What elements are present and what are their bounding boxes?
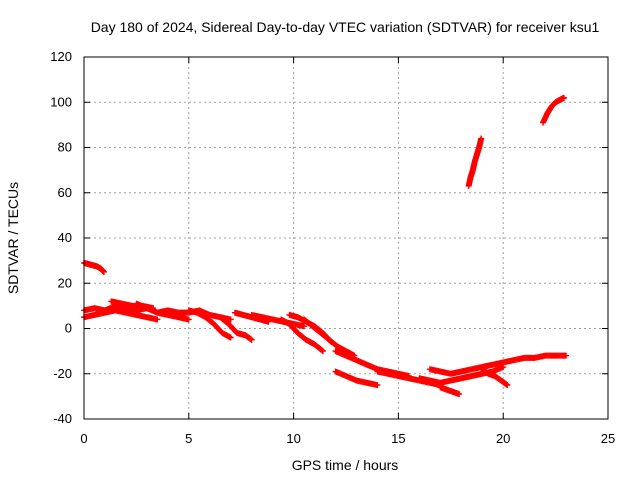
data-point [319,347,326,354]
series-arc-17 [426,352,570,377]
series-arc-6 [185,307,234,341]
data-point [504,382,511,389]
y-tick-label: 20 [58,275,72,290]
data-point [374,382,381,389]
data-point [563,352,570,359]
x-axis-label: GPS time / hours [292,457,399,473]
series-arc-14 [332,368,381,389]
grid-lines [84,57,608,419]
x-tick-label: 10 [286,431,300,446]
data-points [81,94,570,398]
x-tick-label: 0 [80,431,87,446]
x-tick-label: 20 [496,431,510,446]
data-point [248,336,255,343]
y-tick-label: 0 [65,321,72,336]
data-point [154,316,161,323]
data-point [227,316,234,323]
data-point [319,348,326,355]
series-arc-1 [81,259,107,275]
x-tick-label: 25 [601,431,615,446]
y-axis-label: SDTVAR / TECUs [5,182,21,294]
y-tick-label: 120 [50,49,72,64]
series-arc-20 [465,135,485,189]
series-arc-10 [278,316,326,355]
axis-ticks: 0 5 10 15 20 25 -40 -20 0 20 40 60 80 100 120 [50,49,615,446]
data-point [456,391,463,398]
y-tick-label: 100 [50,94,72,109]
data-point [185,316,192,323]
data-point [227,334,234,341]
series-arc-21 [540,94,567,126]
chart-title: Day 180 of 2024, Sidereal Day-to-day VTE… [91,19,600,35]
y-tick-label: 80 [58,140,72,155]
y-tick-label: -40 [53,411,72,426]
y-tick-label: 60 [58,185,72,200]
data-point [478,135,485,142]
series-arc-5 [133,300,192,323]
series-arc-3 [81,307,161,323]
series-arc-12 [301,316,358,359]
y-tick-label: -20 [53,366,72,381]
data-point [560,94,567,101]
series-arc-7 [217,314,255,343]
x-tick-label: 15 [391,431,405,446]
x-tick-label: 5 [185,431,192,446]
data-point [301,323,308,330]
data-point [100,268,107,275]
series-arc-19 [479,366,511,389]
series-arc-16 [416,363,507,386]
y-tick-label: 40 [58,230,72,245]
series-arc-18 [437,384,463,398]
